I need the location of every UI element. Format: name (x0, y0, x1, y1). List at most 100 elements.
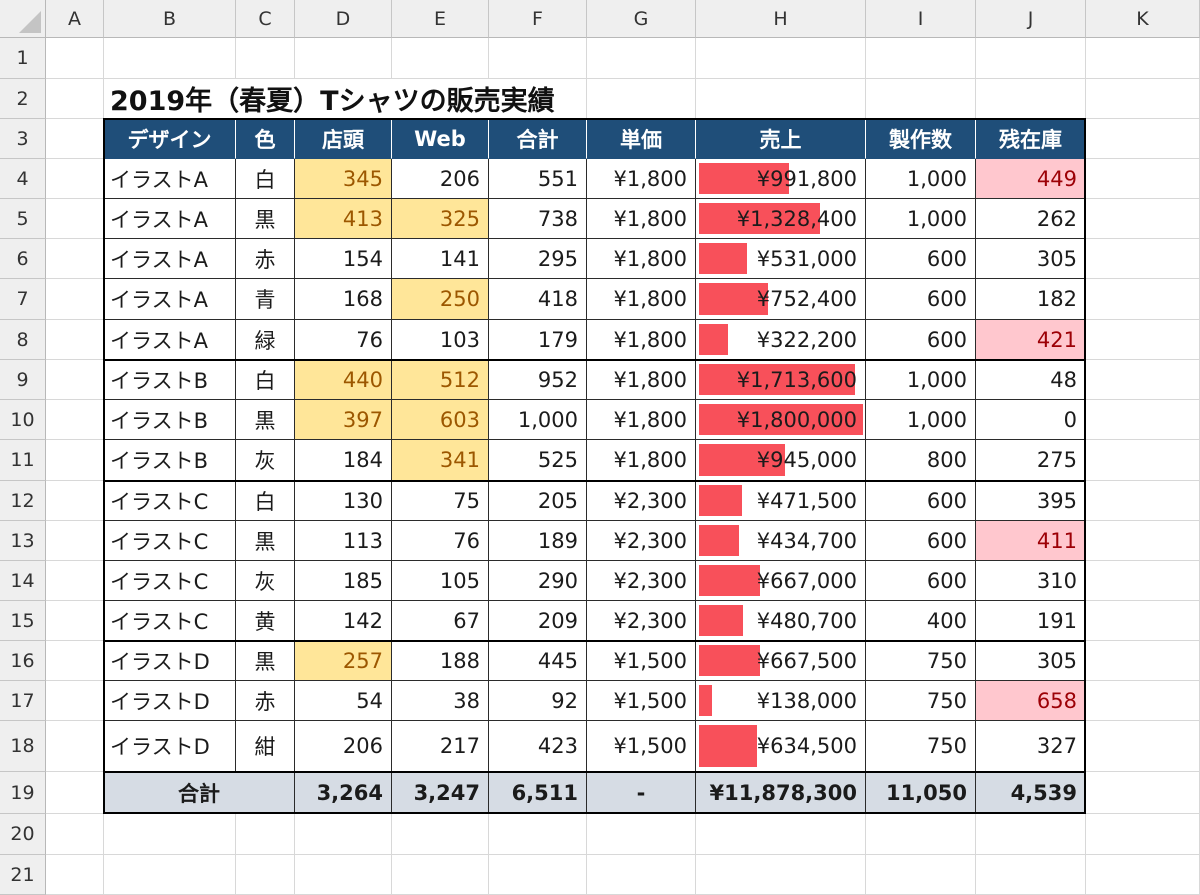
empty-cell[interactable] (1086, 521, 1200, 561)
cell-design[interactable]: イラストA (104, 239, 236, 279)
cell-unit-price[interactable]: ¥1,500 (587, 721, 696, 772)
cell-store[interactable]: 76 (295, 320, 392, 360)
empty-cell[interactable] (46, 400, 104, 440)
cell-unit-price[interactable]: ¥1,800 (587, 159, 696, 199)
row-header-3[interactable]: 3 (0, 119, 46, 159)
empty-cell[interactable] (46, 721, 104, 772)
row-header-6[interactable]: 6 (0, 239, 46, 279)
cell-design[interactable]: イラストD (104, 681, 236, 721)
header-total[interactable]: 合計 (489, 119, 587, 159)
empty-cell[interactable] (696, 814, 866, 855)
cell-web[interactable]: 105 (392, 561, 489, 601)
column-header-a[interactable]: A (46, 0, 104, 38)
empty-cell[interactable] (295, 855, 392, 895)
cell-web[interactable]: 188 (392, 641, 489, 681)
empty-cell[interactable] (46, 641, 104, 681)
empty-cell[interactable] (46, 360, 104, 400)
empty-cell[interactable] (236, 855, 295, 895)
cell-web[interactable]: 603 (392, 400, 489, 440)
cell-store[interactable]: 413 (295, 199, 392, 239)
empty-cell[interactable] (976, 38, 1086, 79)
empty-cell[interactable] (696, 38, 866, 79)
empty-cell[interactable] (46, 38, 104, 79)
total-stock[interactable]: 4,539 (976, 772, 1086, 814)
cell-unit-price[interactable]: ¥2,300 (587, 481, 696, 521)
column-header-f[interactable]: F (489, 0, 587, 38)
empty-cell[interactable] (1086, 119, 1200, 159)
cell-web[interactable]: 75 (392, 481, 489, 521)
empty-cell[interactable] (1086, 159, 1200, 199)
row-header-9[interactable]: 9 (0, 360, 46, 400)
cell-made[interactable]: 600 (866, 521, 976, 561)
cell-stock[interactable]: 191 (976, 601, 1086, 641)
cell-sales[interactable]: ¥1,713,600 (696, 360, 866, 400)
empty-cell[interactable] (46, 279, 104, 320)
cell-design[interactable]: イラストD (104, 641, 236, 681)
empty-cell[interactable] (866, 79, 976, 119)
empty-cell[interactable] (976, 855, 1086, 895)
cell-stock[interactable]: 327 (976, 721, 1086, 772)
empty-cell[interactable] (866, 855, 976, 895)
total-unit-price[interactable]: - (587, 772, 696, 814)
empty-cell[interactable] (104, 38, 236, 79)
cell-color[interactable]: 赤 (236, 681, 295, 721)
cell-color[interactable]: 黒 (236, 641, 295, 681)
row-header-8[interactable]: 8 (0, 320, 46, 360)
empty-cell[interactable] (46, 440, 104, 481)
row-header-12[interactable]: 12 (0, 481, 46, 521)
cell-total[interactable]: 423 (489, 721, 587, 772)
cell-design[interactable]: イラストC (104, 481, 236, 521)
cell-web[interactable]: 217 (392, 721, 489, 772)
cell-unit-price[interactable]: ¥1,800 (587, 279, 696, 320)
cell-store[interactable]: 168 (295, 279, 392, 320)
empty-cell[interactable] (1086, 79, 1200, 119)
cell-total[interactable]: 952 (489, 360, 587, 400)
cell-design[interactable]: イラストA (104, 279, 236, 320)
cell-made[interactable]: 1,000 (866, 400, 976, 440)
cell-sales[interactable]: ¥667,000 (696, 561, 866, 601)
empty-cell[interactable] (46, 601, 104, 641)
cell-stock[interactable]: 421 (976, 320, 1086, 360)
empty-cell[interactable] (696, 855, 866, 895)
empty-cell[interactable] (104, 814, 236, 855)
cell-sales[interactable]: ¥667,500 (696, 641, 866, 681)
cell-color[interactable]: 赤 (236, 239, 295, 279)
column-header-j[interactable]: J (976, 0, 1086, 38)
cell-total[interactable]: 1,000 (489, 400, 587, 440)
empty-cell[interactable] (489, 814, 587, 855)
cell-unit-price[interactable]: ¥1,500 (587, 681, 696, 721)
empty-cell[interactable] (489, 855, 587, 895)
select-all-button[interactable] (0, 0, 46, 38)
cell-total[interactable]: 525 (489, 440, 587, 481)
total-sales[interactable]: ¥11,878,300 (696, 772, 866, 814)
empty-cell[interactable] (46, 855, 104, 895)
cell-total[interactable]: 551 (489, 159, 587, 199)
cell-design[interactable]: イラストC (104, 601, 236, 641)
row-header-5[interactable]: 5 (0, 199, 46, 239)
cell-stock[interactable]: 0 (976, 400, 1086, 440)
cell-stock[interactable]: 310 (976, 561, 1086, 601)
cell-design[interactable]: イラストC (104, 561, 236, 601)
cell-unit-price[interactable]: ¥2,300 (587, 561, 696, 601)
header-store[interactable]: 店頭 (295, 119, 392, 159)
empty-cell[interactable] (1086, 721, 1200, 772)
cell-design[interactable]: イラストD (104, 721, 236, 772)
column-header-e[interactable]: E (392, 0, 489, 38)
empty-cell[interactable] (1086, 641, 1200, 681)
empty-cell[interactable] (587, 38, 696, 79)
empty-cell[interactable] (1086, 814, 1200, 855)
column-header-g[interactable]: G (587, 0, 696, 38)
cell-store[interactable]: 130 (295, 481, 392, 521)
empty-cell[interactable] (46, 814, 104, 855)
cell-color[interactable]: 白 (236, 159, 295, 199)
empty-cell[interactable] (295, 814, 392, 855)
empty-cell[interactable] (236, 814, 295, 855)
cell-color[interactable]: 白 (236, 360, 295, 400)
empty-cell[interactable] (1086, 239, 1200, 279)
cell-unit-price[interactable]: ¥1,800 (587, 239, 696, 279)
empty-cell[interactable] (866, 38, 976, 79)
cell-design[interactable]: イラストA (104, 199, 236, 239)
row-header-1[interactable]: 1 (0, 38, 46, 79)
cell-stock[interactable]: 305 (976, 641, 1086, 681)
cell-sales[interactable]: ¥752,400 (696, 279, 866, 320)
